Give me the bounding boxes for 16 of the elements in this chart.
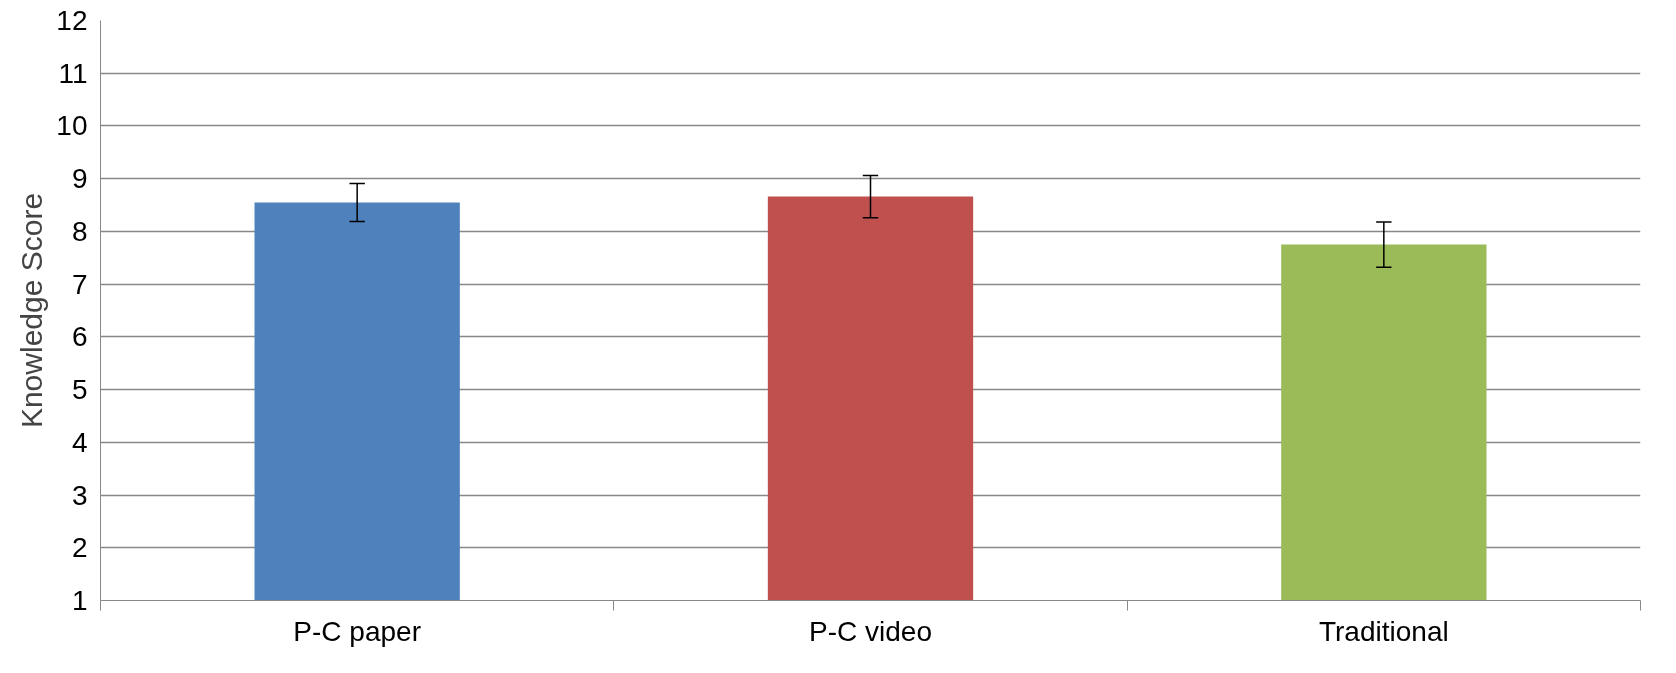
x-tick-label: P-C paper	[293, 615, 421, 647]
y-tick-label: 1	[71, 585, 88, 616]
x-tick-label: Traditional	[1318, 615, 1449, 647]
y-tick-label: 10	[56, 110, 88, 142]
x-tick-label: P-C video	[809, 615, 932, 647]
y-tick-label: 12	[56, 5, 88, 36]
y-tick-label: 4	[71, 426, 88, 458]
y-tick-label: 5	[71, 374, 88, 406]
y-tick-label: 2	[71, 532, 88, 564]
y-tick-label: 8	[71, 215, 88, 247]
y-tick-label: 7	[71, 268, 88, 300]
y-tick-label: 11	[58, 57, 88, 89]
y-axis-title: Knowledge Score	[15, 192, 49, 429]
y-tick-label: 3	[71, 479, 88, 511]
y-tick-label: 9	[71, 163, 88, 195]
y-tick-label: 6	[71, 321, 88, 353]
